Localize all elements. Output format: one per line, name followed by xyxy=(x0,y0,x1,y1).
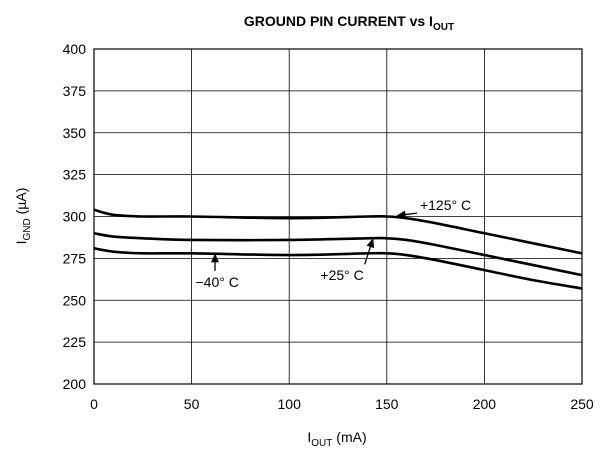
x-tick-label: 100 xyxy=(278,396,302,412)
y-tick-label: 375 xyxy=(63,83,87,99)
chart-title: GROUND PIN CURRENT vs IOUT xyxy=(244,13,454,33)
x-axis-label-unit: (mA) xyxy=(332,429,366,445)
y-tick-label: 250 xyxy=(63,292,87,308)
plot-area-frame xyxy=(93,48,583,385)
x-tick-label: 50 xyxy=(184,396,200,412)
series-annotation-label-2: −40° C xyxy=(196,274,239,290)
x-tick-label: 200 xyxy=(473,396,497,412)
x-axis-label-subscript: OUT xyxy=(311,438,332,449)
series-annotation-label-1: +25° C xyxy=(320,267,363,283)
y-axis-label: IGND (µA) xyxy=(13,188,33,245)
y-axis-label-main: I xyxy=(13,240,29,244)
y-tick-label: 275 xyxy=(63,250,87,266)
x-tick-label: 0 xyxy=(90,396,98,412)
x-tick-label: 150 xyxy=(375,396,399,412)
annotation-arrow-line xyxy=(405,212,418,216)
y-axis-label-subscript: GND xyxy=(22,218,33,240)
series-annotations: +125° C +25° C −40° C xyxy=(196,197,472,290)
y-tick-label: 225 xyxy=(63,334,87,350)
y-tick-label: 350 xyxy=(63,125,87,141)
series-annotation-label-0: +125° C xyxy=(420,197,471,213)
annotation-arrowhead xyxy=(396,210,406,219)
y-tick-label: 325 xyxy=(63,167,87,183)
annotation-arrowhead xyxy=(366,238,375,249)
annotation-arrow-line xyxy=(364,246,371,265)
grid-lines xyxy=(94,49,582,384)
annotation-arrowhead xyxy=(211,253,220,263)
y-tick-label: 400 xyxy=(63,41,87,57)
y-tick-label: 300 xyxy=(63,209,87,225)
x-axis-label-main: I xyxy=(307,429,311,445)
y-axis-label-unit: (µA) xyxy=(13,188,29,219)
tick-labels: 0 50 100 150 200 250 200 225 250 275 300 325 350 375 4… xyxy=(63,41,594,412)
y-tick-label: 200 xyxy=(63,376,87,392)
series-line-0 xyxy=(93,208,583,255)
series-line-1 xyxy=(93,231,583,277)
series-lines xyxy=(93,208,583,290)
chart-title-subscript: OUT xyxy=(433,22,454,33)
x-axis-label: IOUT (mA) xyxy=(307,429,366,449)
x-tick-label: 250 xyxy=(570,396,594,412)
series-line-2 xyxy=(93,247,583,290)
chart-title-main: GROUND PIN CURRENT vs I xyxy=(244,13,433,29)
